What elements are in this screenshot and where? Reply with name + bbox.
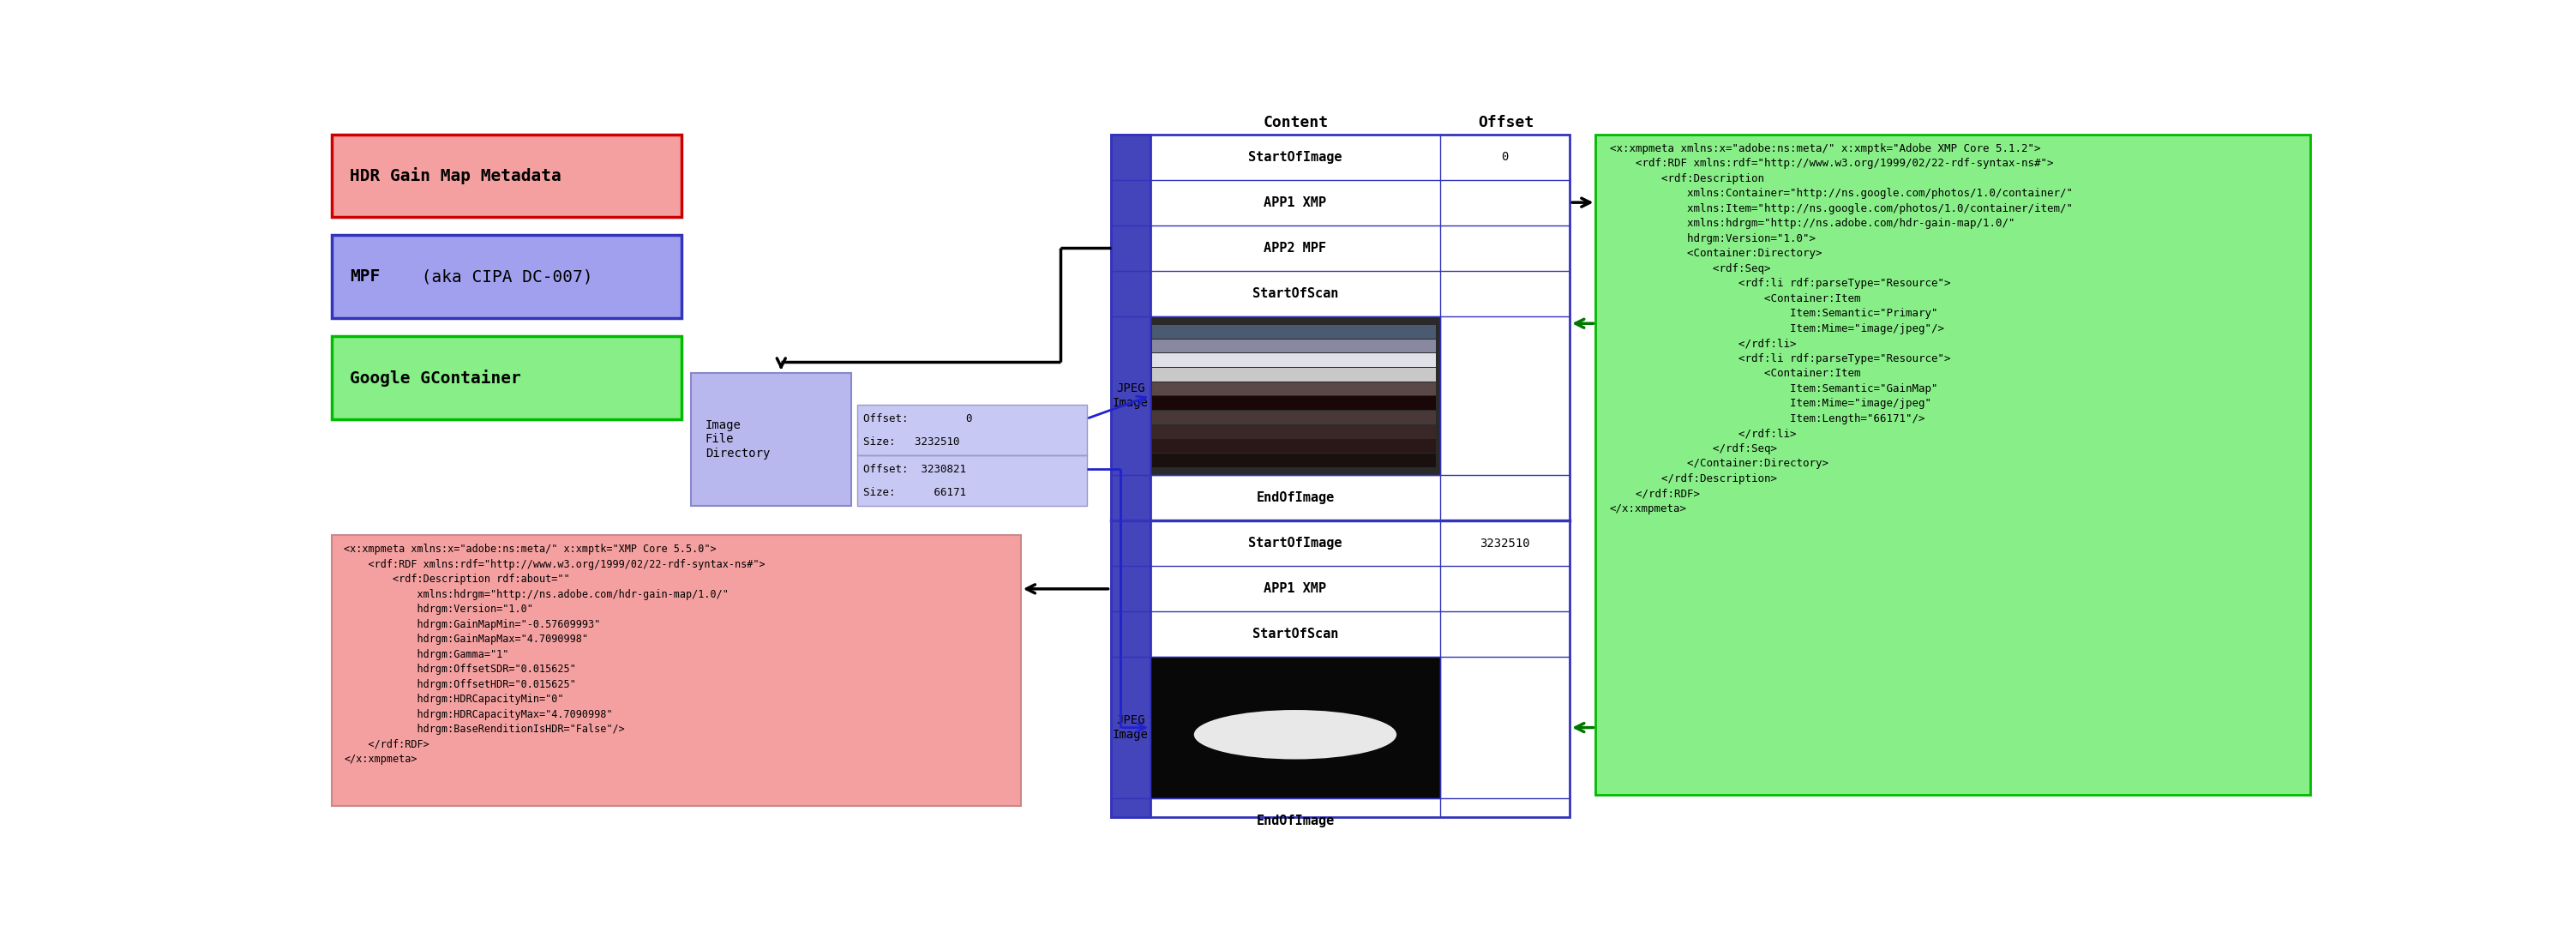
Bar <box>332 337 680 419</box>
Bar <box>1151 368 1437 382</box>
Text: Offset:         0: Offset: 0 <box>863 413 971 424</box>
Text: JPEG
Image: JPEG Image <box>1113 383 1149 409</box>
Ellipse shape <box>1193 710 1396 759</box>
Bar <box>1151 325 1437 339</box>
Text: Content: Content <box>1265 115 1329 130</box>
Bar <box>1595 134 2311 795</box>
Bar <box>1151 439 1437 453</box>
Text: Google GContainer: Google GContainer <box>350 370 520 386</box>
Text: <x:xmpmeta xmlns:x="adobe:ns:meta/" x:xmptk="XMP Core 5.5.0">
    <rdf:RDF xmlns: <x:xmpmeta xmlns:x="adobe:ns:meta/" x:xm… <box>345 544 765 765</box>
Text: StartOfImage: StartOfImage <box>1249 537 1342 550</box>
Bar <box>1110 134 1569 817</box>
Bar <box>1151 354 1437 367</box>
Bar <box>1151 316 1440 476</box>
Text: Offset: Offset <box>1479 115 1533 130</box>
Bar <box>1110 134 1151 817</box>
Bar <box>332 535 1020 806</box>
Bar <box>1151 425 1437 439</box>
Text: EndOfImage: EndOfImage <box>1257 492 1334 505</box>
Text: APP2 MPF: APP2 MPF <box>1265 242 1327 254</box>
Text: Size:      66171: Size: 66171 <box>863 487 966 498</box>
Bar <box>1151 658 1440 798</box>
Text: 3232510: 3232510 <box>1479 537 1530 550</box>
Bar <box>1151 134 1440 817</box>
Text: StartOfScan: StartOfScan <box>1252 287 1340 300</box>
Bar <box>332 235 680 318</box>
Bar <box>690 372 850 507</box>
Bar <box>1151 340 1437 353</box>
Text: StartOfImage: StartOfImage <box>1249 150 1342 163</box>
Text: (aka CIPA DC-007): (aka CIPA DC-007) <box>412 268 592 285</box>
Text: StartOfScan: StartOfScan <box>1252 628 1340 641</box>
Text: MPF: MPF <box>350 268 381 285</box>
Text: APP1 XMP: APP1 XMP <box>1265 196 1327 209</box>
Text: APP1 XMP: APP1 XMP <box>1265 582 1327 596</box>
Text: 0: 0 <box>1502 151 1510 163</box>
Text: <x:xmpmeta xmlns:x="adobe:ns:meta/" x:xmptk="Adobe XMP Core 5.1.2">
    <rdf:RDF: <x:xmpmeta xmlns:x="adobe:ns:meta/" x:xm… <box>1610 143 2074 514</box>
Text: JPEG
Image: JPEG Image <box>1113 715 1149 740</box>
Bar <box>1151 411 1437 424</box>
Bar <box>332 134 680 218</box>
Text: Size:   3232510: Size: 3232510 <box>863 436 958 447</box>
Bar <box>1151 397 1437 410</box>
Text: HDR Gain Map Metadata: HDR Gain Map Metadata <box>350 167 562 185</box>
Bar <box>1151 382 1437 396</box>
Bar <box>858 405 1087 456</box>
Bar <box>1151 454 1437 467</box>
Bar <box>858 456 1087 507</box>
Text: Image
File
Directory: Image File Directory <box>706 419 770 460</box>
Text: EndOfImage: EndOfImage <box>1257 814 1334 827</box>
Text: Offset:  3230821: Offset: 3230821 <box>863 463 966 475</box>
